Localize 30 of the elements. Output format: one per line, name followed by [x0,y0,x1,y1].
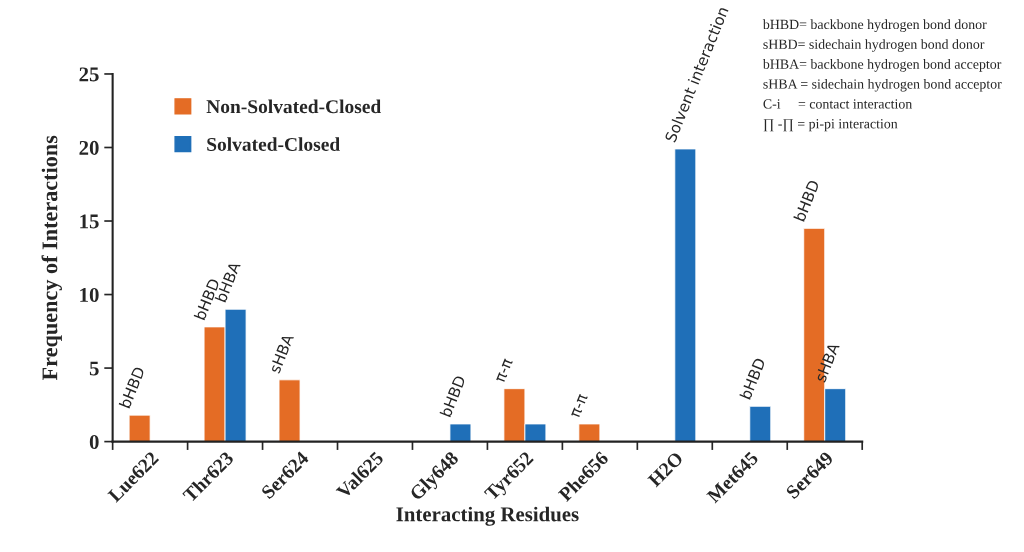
legend-label: Solvated-Closed [207,137,340,151]
bar [749,405,772,442]
annotation: sHBA [268,332,295,374]
y-tick-label: 15 [80,214,99,229]
x-axis-title: Interacting Residues [396,506,579,526]
y-tick-label: 25 [79,67,99,82]
bar [449,423,472,442]
annotation: C-i = contact interaction [763,99,913,109]
text: bHBD= backbone hydrogen bond donor [762,19,987,32]
y-tick-label: 5 [89,361,99,376]
y-tick-label: 10 [80,287,99,302]
bar [278,379,301,442]
bar [578,423,601,442]
y-tick-label: 0 [89,434,99,450]
annotation: sHBA = sidechain hydrogen bond acceptor [763,78,1002,92]
annotation: ∏ -∏ = pi-pi interaction [763,119,898,132]
annotation: sHBA [814,341,840,383]
y-tick-label: 20 [79,140,99,155]
annotation: π-π [571,393,588,419]
text: bHBA= backbone hydrogen bond acceptor [762,59,1002,72]
annotation: π-π [496,358,513,383]
bar [128,414,151,442]
annotation: bHBD [118,365,146,409]
annotation: bHBD [739,357,766,400]
y-axis-title: Frequency of Interactions [41,135,62,381]
legend-label: Non-Solvated-Closed [206,99,382,114]
text: sHBD= sidechain hydrogen bond donor [763,39,985,52]
annotation: bHBD [793,179,820,222]
annotation: bHBD [439,374,466,418]
bar [674,148,697,442]
